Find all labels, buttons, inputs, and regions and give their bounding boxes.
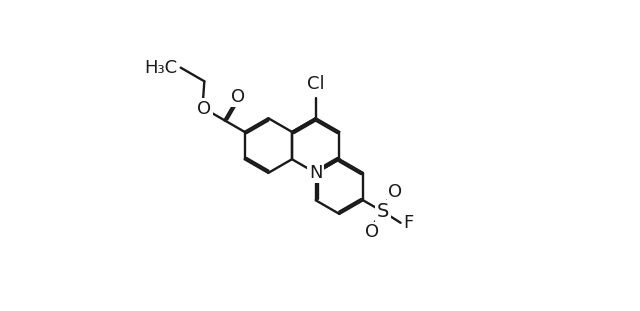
Text: F: F <box>404 214 414 232</box>
Text: S: S <box>377 202 389 221</box>
Text: H₃C: H₃C <box>145 59 178 77</box>
Text: N: N <box>309 164 323 182</box>
Text: O: O <box>197 100 211 118</box>
Text: Cl: Cl <box>307 76 324 94</box>
Text: O: O <box>231 88 245 106</box>
Text: O: O <box>365 223 379 241</box>
Text: O: O <box>387 183 402 201</box>
